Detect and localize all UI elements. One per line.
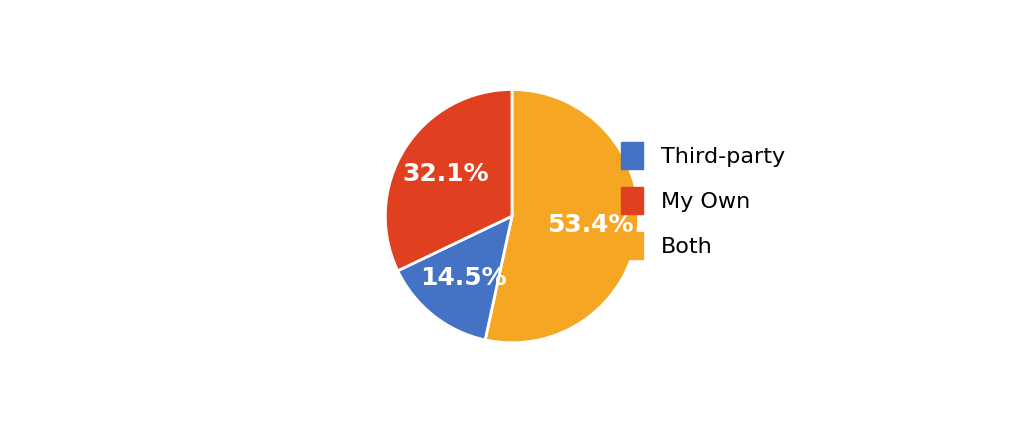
Legend: Third-party, My Own, Both: Third-party, My Own, Both: [611, 133, 794, 268]
Text: 53.4%: 53.4%: [547, 213, 633, 237]
Text: 14.5%: 14.5%: [420, 266, 507, 290]
Wedge shape: [397, 216, 512, 340]
Wedge shape: [485, 89, 639, 343]
Wedge shape: [385, 89, 512, 271]
Text: 32.1%: 32.1%: [402, 162, 488, 186]
